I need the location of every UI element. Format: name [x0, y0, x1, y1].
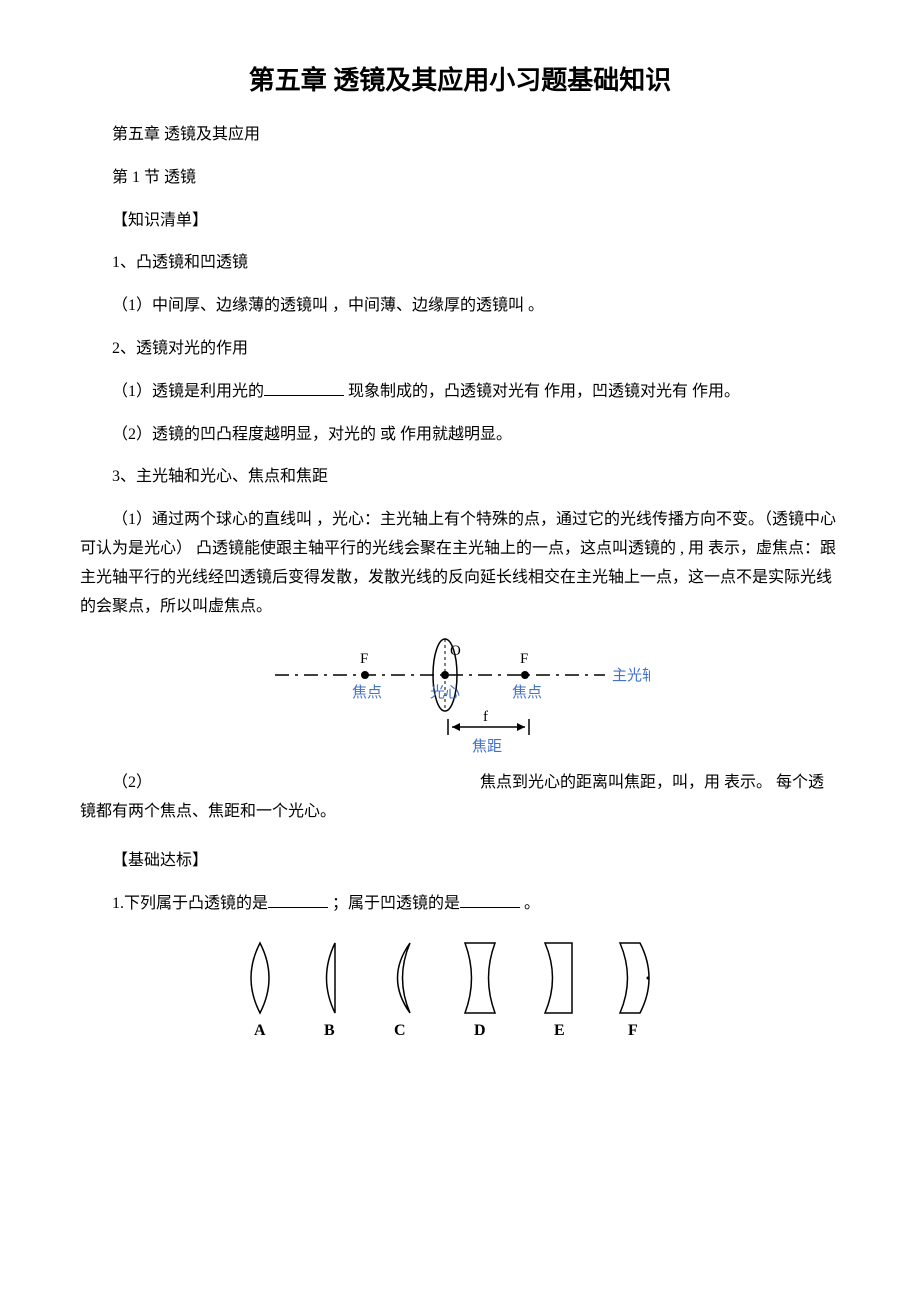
- label-center: 光心: [430, 684, 460, 701]
- topic-3-heading: 3、主光轴和光心、焦点和焦距: [80, 463, 840, 492]
- knowledge-list-heading: 【知识清单】: [80, 207, 840, 236]
- question-1: 1.下列属于凸透镜的是 ；属于凹透镜的是 。: [80, 890, 840, 919]
- shape-label-d: D: [474, 1022, 486, 1039]
- topic-1-heading: 1、凸透镜和凹透镜: [80, 249, 840, 278]
- text-fragment: （2）: [112, 774, 152, 791]
- text-fragment: 1.下列属于凸透镜的是: [112, 895, 268, 912]
- shape-label-e: E: [554, 1022, 565, 1039]
- text-fragment: 焦点到光心的距离叫焦距，叫，用 表示。 每个透镜都有两个焦点、焦距和一个光心。: [80, 774, 824, 820]
- basics-heading: 【基础达标】: [80, 847, 840, 876]
- topic-2-item-2: （2）透镜的凹凸程度越明显，对光的 或 作用就越明显。: [80, 421, 840, 450]
- topic-3-item-2: （2） 焦点到光心的距离叫焦距，叫，用 表示。 每个透镜都有两个焦点、焦距和一个…: [80, 769, 840, 827]
- label-main-axis: 主光轴: [612, 667, 650, 684]
- label-f-right: F: [520, 651, 528, 667]
- shape-label-f: F: [628, 1022, 638, 1039]
- topic-2-item-1: （1）透镜是利用光的 现象制成的，凸透镜对光有 作用，凹透镜对光有 作用。: [80, 378, 840, 407]
- lens-diagram: F F O 焦点 光心 焦点 主光轴 f 焦距: [270, 635, 650, 765]
- label-f-left: F: [360, 651, 368, 667]
- fill-blank: [264, 395, 344, 396]
- topic-2-heading: 2、透镜对光的作用: [80, 335, 840, 364]
- fill-blank: [460, 907, 520, 908]
- shape-label-c: C: [394, 1022, 406, 1039]
- text-fragment: 现象制成的，凸透镜对光有 作用，凹透镜对光有 作用。: [348, 383, 740, 400]
- label-focus-right: 焦点: [512, 684, 542, 701]
- page-title: 第五章 透镜及其应用小习题基础知识: [80, 60, 840, 97]
- label-f-small: f: [483, 709, 488, 725]
- chapter-subtitle: 第五章 透镜及其应用: [80, 121, 840, 150]
- topic-3-item-1: （1）通过两个球心的直线叫 ，光心：主光轴上有个特殊的点，通过它的光线传播方向不…: [80, 506, 840, 621]
- topic-1-item-1: （1）中间厚、边缘薄的透镜叫 ，中间薄、边缘厚的透镜叫 。: [80, 292, 840, 321]
- shape-label-a: A: [254, 1022, 266, 1039]
- shape-label-b: B: [324, 1022, 335, 1039]
- label-focal-length: 焦距: [472, 738, 502, 755]
- section-subtitle: 第 1 节 透镜: [80, 164, 840, 193]
- text-fragment: （1）透镜是利用光的: [112, 383, 264, 400]
- text-fragment: 。: [524, 895, 540, 912]
- fill-blank: [268, 907, 328, 908]
- label-focus-left: 焦点: [352, 684, 382, 701]
- label-o: O: [450, 643, 461, 659]
- lens-shapes-diagram: A B C D E F: [220, 933, 700, 1043]
- text-fragment: ；属于凹透镜的是: [332, 895, 460, 912]
